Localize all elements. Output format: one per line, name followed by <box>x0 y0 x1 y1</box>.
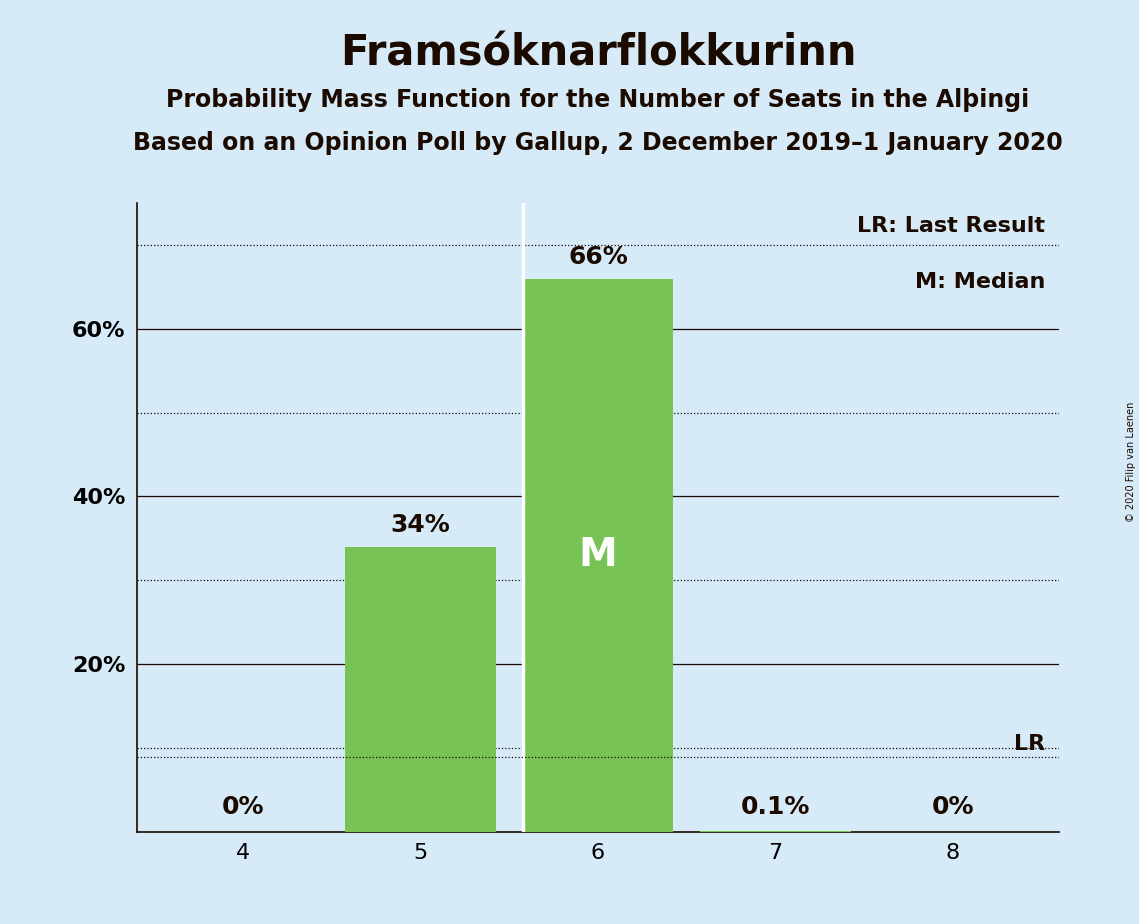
Text: M: M <box>579 536 617 574</box>
Text: 34%: 34% <box>391 513 450 537</box>
Bar <box>345 547 495 832</box>
Bar <box>523 279 673 832</box>
Text: © 2020 Filip van Laenen: © 2020 Filip van Laenen <box>1125 402 1136 522</box>
Text: Based on an Opinion Poll by Gallup, 2 December 2019–1 January 2020: Based on an Opinion Poll by Gallup, 2 De… <box>133 131 1063 155</box>
Text: Framsóknarflokkurinn: Framsóknarflokkurinn <box>339 32 857 74</box>
Text: 66%: 66% <box>568 245 628 269</box>
Text: 0%: 0% <box>222 795 264 819</box>
Text: 0%: 0% <box>932 795 974 819</box>
Text: Probability Mass Function for the Number of Seats in the Alþingi: Probability Mass Function for the Number… <box>166 88 1030 112</box>
Text: 0.1%: 0.1% <box>740 795 810 819</box>
Text: M: Median: M: Median <box>915 273 1046 292</box>
Text: LR: LR <box>1014 734 1046 754</box>
Text: LR: Last Result: LR: Last Result <box>858 216 1046 236</box>
